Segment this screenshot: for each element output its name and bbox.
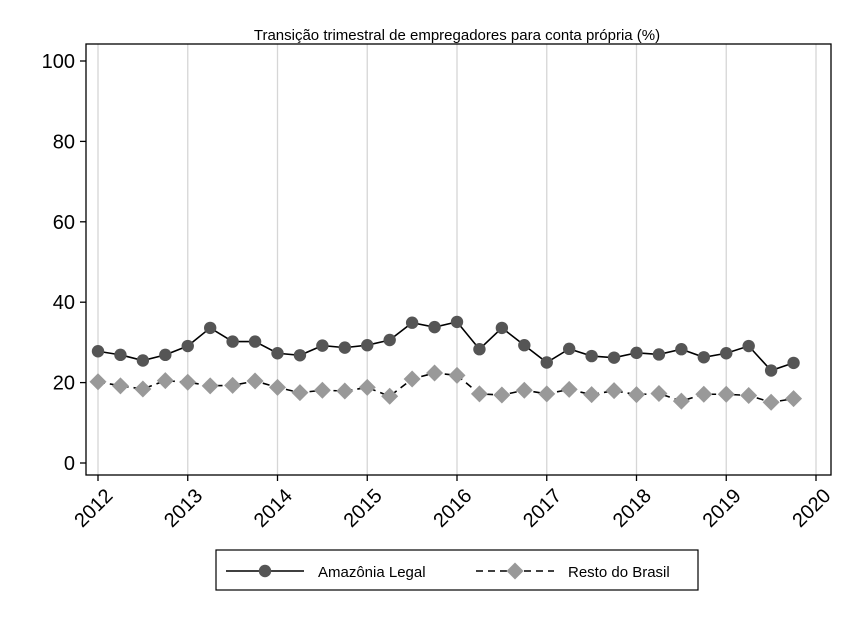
data-point: [226, 335, 239, 348]
data-point: [403, 370, 421, 388]
data-point: [585, 349, 598, 363]
data-point: [628, 386, 645, 404]
series-layer: [89, 315, 803, 411]
x-axis: 2012 2013 2014 2015 2016 2017 2018 2019 2020: [70, 475, 835, 532]
data-point: [111, 377, 129, 395]
x-tick-label: 2020: [788, 485, 835, 532]
legend-marker: [258, 564, 272, 578]
data-point: [159, 348, 172, 362]
data-point: [785, 390, 803, 408]
series-resto-do-brasil: [89, 364, 803, 411]
data-point: [179, 373, 197, 391]
data-point: [89, 373, 107, 391]
data-point: [134, 380, 152, 398]
data-point: [316, 339, 329, 352]
data-point: [91, 345, 105, 358]
y-axis: 0 20 40 60 80 100: [42, 51, 86, 475]
data-point: [428, 320, 441, 334]
x-tick-label: 2015: [340, 485, 387, 532]
data-point: [381, 387, 399, 405]
y-tick-label: 80: [53, 131, 75, 153]
gridlines: [97, 44, 817, 475]
x-tick-label: 2016: [429, 485, 476, 532]
data-point: [426, 364, 444, 382]
x-tick-label: 2018: [609, 485, 656, 532]
legend-marker: [506, 562, 524, 580]
data-point: [114, 348, 127, 362]
data-point: [695, 385, 713, 403]
data-point: [652, 348, 666, 361]
data-point: [361, 339, 374, 352]
series-line: [97, 321, 794, 372]
data-point: [473, 343, 486, 356]
data-point: [338, 341, 352, 354]
data-point: [201, 377, 219, 395]
data-point: [650, 384, 668, 402]
y-tick-label: 60: [53, 212, 75, 234]
legend: Amazônia Legal Resto do Brasil: [215, 549, 699, 591]
data-point: [293, 349, 307, 362]
data-point: [383, 333, 396, 347]
x-tick-label: 2014: [250, 485, 297, 532]
data-point: [717, 385, 735, 403]
data-point: [720, 347, 733, 360]
legend-label: Amazônia Legal: [318, 564, 426, 581]
data-point: [405, 316, 419, 329]
series-amaz-nia-legal: [91, 315, 800, 377]
x-tick-label: 2013: [160, 485, 207, 532]
data-point: [742, 339, 755, 353]
series-line: [97, 372, 794, 404]
data-point: [764, 364, 778, 377]
x-tick-label: 2017: [519, 485, 566, 532]
data-point: [495, 321, 509, 335]
data-point: [246, 372, 264, 390]
data-point: [181, 339, 194, 353]
data-point: [560, 380, 578, 398]
data-point: [518, 339, 531, 352]
data-point: [562, 342, 576, 356]
data-point: [787, 356, 800, 370]
x-tick-label: 2019: [699, 485, 746, 532]
data-point: [740, 386, 758, 404]
data-point: [583, 386, 601, 404]
data-point: [470, 385, 488, 403]
x-tick-label: 2012: [70, 485, 117, 532]
data-point: [493, 386, 511, 404]
data-point: [156, 372, 174, 390]
data-point: [762, 393, 780, 411]
y-tick-label: 100: [42, 51, 75, 73]
plot-area-frame: [85, 43, 832, 476]
data-point: [448, 366, 466, 384]
data-point: [224, 376, 242, 394]
data-point: [271, 347, 284, 360]
data-point: [630, 346, 643, 360]
data-point: [291, 384, 309, 402]
data-point: [607, 351, 621, 364]
data-point: [540, 356, 553, 369]
data-point: [358, 378, 376, 396]
legend-label: Resto do Brasil: [568, 564, 670, 581]
y-tick-label: 20: [53, 373, 75, 395]
data-point: [672, 392, 690, 410]
data-point: [248, 335, 262, 348]
legend-box: [215, 549, 699, 591]
data-point: [313, 381, 331, 399]
data-point: [697, 351, 711, 364]
data-point: [675, 343, 688, 356]
data-point: [203, 321, 217, 335]
data-point: [605, 382, 623, 400]
data-point: [336, 382, 354, 400]
chart-title: Transição trimestral de empregadores par…: [254, 27, 660, 44]
data-point: [538, 385, 556, 403]
y-tick-label: 40: [53, 292, 75, 314]
data-point: [515, 381, 533, 399]
data-point: [450, 315, 464, 329]
y-tick-label: 0: [64, 453, 75, 475]
data-point: [269, 378, 286, 396]
data-point: [136, 354, 150, 367]
